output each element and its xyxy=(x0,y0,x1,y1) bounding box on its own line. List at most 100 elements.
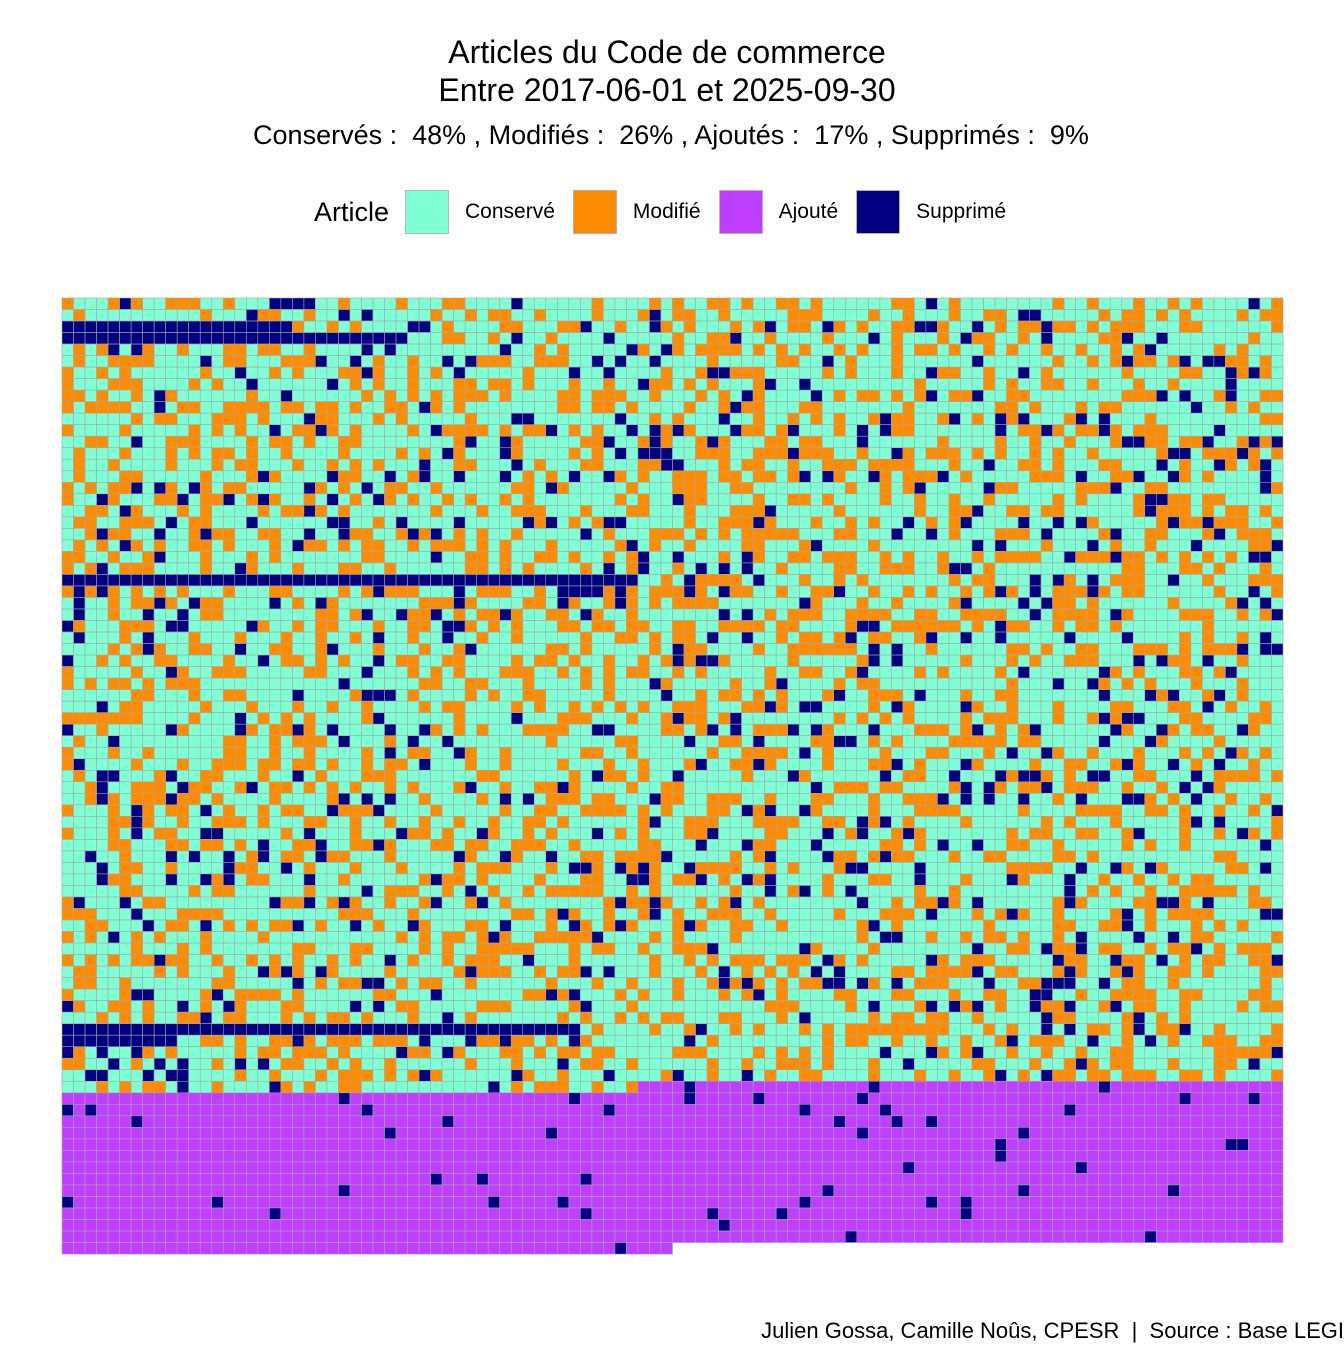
waffle-tile xyxy=(61,769,74,783)
waffle-tile xyxy=(568,666,581,679)
waffle-tile xyxy=(649,470,662,483)
waffle-tile xyxy=(476,366,489,379)
waffle-tile xyxy=(994,481,1007,495)
waffle-tile xyxy=(1040,424,1053,437)
waffle-tile xyxy=(269,585,282,598)
waffle-tile xyxy=(603,816,616,829)
waffle-tile xyxy=(637,585,650,598)
waffle-tile xyxy=(303,343,316,356)
waffle-tile xyxy=(119,366,132,379)
waffle-tile xyxy=(292,366,305,379)
waffle-tile xyxy=(1202,516,1215,529)
waffle-tile xyxy=(1202,769,1215,783)
waffle-tile xyxy=(1167,389,1180,402)
waffle-tile xyxy=(234,481,247,495)
waffle-tile xyxy=(107,320,120,333)
waffle-tile xyxy=(1190,435,1203,449)
waffle-tile xyxy=(165,505,178,518)
waffle-tile xyxy=(280,781,293,794)
waffle-tile xyxy=(326,735,339,748)
waffle-tile xyxy=(1167,447,1180,460)
waffle-tile xyxy=(303,735,316,748)
waffle-tile xyxy=(868,528,881,541)
waffle-tile xyxy=(1086,435,1100,449)
waffle-tile xyxy=(683,700,696,713)
waffle-tile xyxy=(153,412,166,426)
waffle-tile xyxy=(821,401,835,414)
waffle-tile xyxy=(349,470,362,483)
waffle-tile xyxy=(533,343,547,356)
waffle-tile xyxy=(487,528,501,541)
waffle-tile xyxy=(395,505,408,518)
waffle-tile xyxy=(1098,412,1111,426)
waffle-tile xyxy=(787,574,800,587)
waffle-tile xyxy=(315,366,328,379)
waffle-tile xyxy=(453,804,466,817)
waffle-tile xyxy=(971,458,984,472)
waffle-tile xyxy=(142,689,155,702)
waffle-tile xyxy=(568,481,581,495)
waffle-tile xyxy=(591,804,604,817)
waffle-tile xyxy=(107,389,120,402)
waffle-tile xyxy=(1213,528,1226,541)
waffle-tile xyxy=(948,654,961,667)
waffle-tile xyxy=(868,666,881,679)
waffle-tile xyxy=(1052,458,1065,472)
waffle-tile xyxy=(372,481,385,495)
waffle-tile xyxy=(695,712,708,725)
waffle-tile xyxy=(257,551,270,564)
waffle-tile xyxy=(84,320,97,333)
waffle-tile xyxy=(522,458,535,472)
waffle-tile xyxy=(349,481,362,495)
waffle-tile xyxy=(960,378,973,391)
waffle-tile xyxy=(1179,297,1192,310)
waffle-tile xyxy=(1213,539,1226,552)
waffle-tile xyxy=(384,320,397,333)
waffle-tile xyxy=(499,424,512,437)
waffle-tile xyxy=(315,620,328,633)
waffle-tile xyxy=(787,309,800,322)
waffle-tile xyxy=(1202,412,1215,426)
waffle-tile xyxy=(1109,769,1123,783)
waffle-tile xyxy=(914,551,927,564)
waffle-tile xyxy=(199,297,213,310)
waffle-tile xyxy=(234,435,247,449)
waffle-tile xyxy=(798,458,812,472)
waffle-tile xyxy=(948,723,961,737)
waffle-tile xyxy=(810,804,823,817)
waffle-tile xyxy=(234,723,247,737)
waffle-tile xyxy=(96,562,109,575)
waffle-tile xyxy=(844,654,858,667)
waffle-tile xyxy=(914,493,927,506)
waffle-tile xyxy=(257,666,270,679)
waffle-tile xyxy=(234,746,247,760)
waffle-tile xyxy=(1132,804,1146,817)
waffle-tile xyxy=(303,516,316,529)
waffle-tile xyxy=(107,643,120,656)
waffle-tile xyxy=(1075,401,1088,414)
waffle-tile xyxy=(902,712,915,725)
waffle-tile xyxy=(257,654,270,667)
waffle-tile xyxy=(937,539,950,552)
waffle-tile xyxy=(810,620,823,633)
waffle-tile xyxy=(568,689,581,702)
waffle-tile xyxy=(533,458,547,472)
waffle-tile xyxy=(246,816,259,829)
waffle-tile xyxy=(891,769,904,783)
waffle-tile xyxy=(119,389,132,402)
waffle-tile xyxy=(1075,378,1088,391)
waffle-tile xyxy=(246,493,259,506)
waffle-tile xyxy=(257,332,270,345)
waffle-tile xyxy=(1098,608,1111,621)
waffle-tile xyxy=(1098,297,1111,310)
waffle-tile xyxy=(937,643,950,656)
waffle-tile xyxy=(568,332,581,345)
waffle-tile xyxy=(925,458,938,472)
waffle-tile xyxy=(672,516,685,529)
waffle-tile xyxy=(1167,816,1180,829)
waffle-tile xyxy=(1213,378,1226,391)
waffle-tile xyxy=(315,585,328,598)
waffle-tile xyxy=(510,355,524,368)
waffle-tile xyxy=(153,816,166,829)
waffle-tile xyxy=(891,493,904,506)
